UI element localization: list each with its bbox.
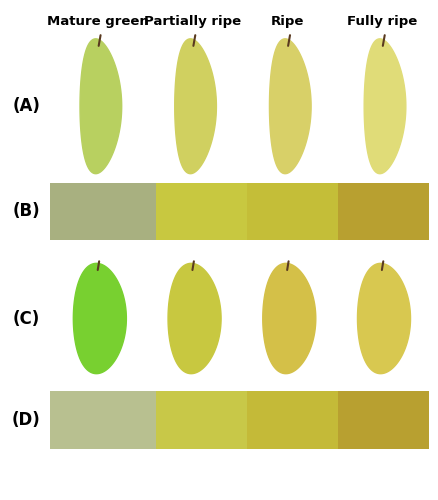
Bar [247,182,338,240]
Polygon shape [364,39,406,173]
Text: (D): (D) [12,411,41,428]
Bar [338,391,429,448]
Text: Partially ripe: Partially ripe [144,14,241,28]
Polygon shape [168,264,221,374]
Bar [50,182,156,240]
Bar [338,182,429,240]
Polygon shape [269,39,311,173]
Polygon shape [80,39,122,173]
Polygon shape [263,264,316,374]
Polygon shape [357,264,410,374]
Text: (B): (B) [12,202,40,220]
Polygon shape [175,39,216,173]
Polygon shape [73,264,127,374]
Bar [156,391,247,448]
Bar [50,391,156,448]
Bar [156,182,247,240]
Text: Fully ripe: Fully ripe [347,14,417,28]
Text: (C): (C) [13,310,40,328]
Text: Mature green: Mature green [47,14,148,28]
Text: Ripe: Ripe [271,14,304,28]
Bar [247,391,338,448]
Text: (A): (A) [12,97,40,116]
